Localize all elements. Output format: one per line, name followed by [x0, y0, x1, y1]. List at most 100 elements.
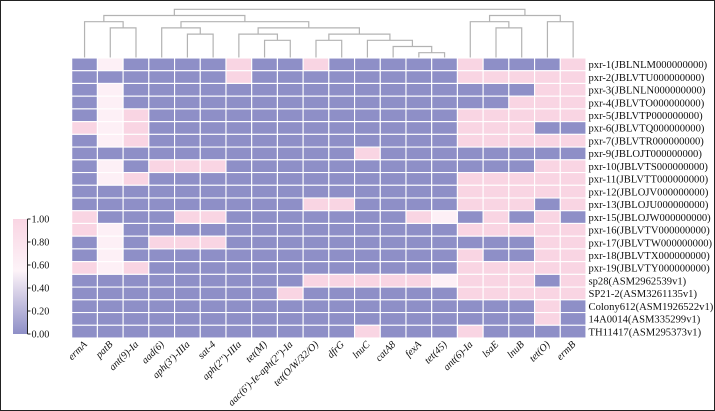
dendrogram-branch — [83, 21, 124, 58]
heatmap-cell — [302, 273, 330, 288]
dendrogram-branch — [180, 21, 310, 28]
column-label: sat-4 — [196, 339, 218, 361]
heatmap-cell — [534, 222, 561, 237]
heatmap-cell — [328, 248, 356, 263]
heatmap-cell — [148, 108, 176, 123]
heatmap-cell — [559, 286, 587, 301]
heatmap-cell — [225, 121, 253, 135]
heatmap-cell — [199, 248, 227, 263]
heatmap-cell — [199, 311, 227, 326]
heatmap-cell — [71, 159, 98, 174]
heatmap-cell — [148, 82, 176, 97]
heatmap-cell — [431, 146, 458, 161]
heatmap-cell — [174, 57, 201, 72]
heatmap-cell — [431, 261, 458, 275]
heatmap-cell — [148, 172, 176, 186]
heatmap-cell — [96, 133, 124, 148]
heatmap-cell — [225, 70, 253, 85]
heatmap-cell — [199, 324, 227, 339]
heatmap-cell — [508, 121, 536, 135]
heatmap-cell — [379, 133, 407, 148]
heatmap-cell — [122, 286, 150, 301]
heatmap-cell — [354, 57, 381, 72]
heatmap-cell — [379, 108, 407, 123]
heatmap-cell — [71, 248, 98, 263]
heatmap-cell — [456, 222, 484, 237]
column-label: lnuB — [505, 339, 526, 360]
heatmap-cell — [559, 235, 587, 250]
heatmap-cell — [276, 108, 304, 123]
heatmap-cell — [328, 184, 356, 199]
heatmap-cell — [174, 210, 201, 225]
heatmap-cell — [431, 197, 458, 212]
heatmap-cell — [534, 299, 561, 314]
heatmap-cell — [251, 222, 278, 237]
heatmap-cell — [199, 146, 227, 161]
heatmap-cell — [328, 324, 356, 339]
heatmap-cell — [251, 235, 278, 250]
column-dendrogram — [83, 8, 574, 58]
dendrogram-branch — [366, 39, 414, 58]
heatmap-cell — [482, 273, 510, 288]
heatmap-cell — [405, 121, 433, 135]
heatmap-cell — [559, 261, 587, 275]
column-label: tet(O) — [528, 339, 553, 364]
heatmap-cell — [276, 248, 304, 263]
dendrogram-branch — [469, 21, 510, 58]
heatmap-cell — [405, 311, 433, 326]
heatmap-cell — [96, 286, 124, 301]
heatmap-cell — [379, 82, 407, 97]
heatmap-cell — [559, 197, 587, 212]
heatmap-cell — [174, 146, 201, 161]
colorbar-tick-label: 0.40 — [32, 284, 50, 295]
heatmap-cell — [199, 70, 227, 85]
heatmap-cell — [148, 222, 176, 237]
heatmap-cell — [354, 133, 381, 148]
heatmap-cell — [71, 222, 98, 237]
heatmap-cell — [431, 70, 458, 85]
row-label: pxr-13(JBLOJU000000000) — [589, 200, 709, 211]
heatmap-cell — [379, 70, 407, 85]
heatmap-cell — [122, 299, 150, 314]
heatmap-cell — [225, 273, 253, 288]
heatmap-cell — [559, 57, 587, 72]
heatmap-cell — [559, 108, 587, 123]
heatmap-cell — [122, 235, 150, 250]
heatmap-cell — [559, 248, 587, 263]
row-label: SP21-2(ASM3261135v1) — [589, 289, 698, 300]
heatmap-cell — [71, 273, 98, 288]
heatmap-cell — [328, 235, 356, 250]
heatmap-cell — [354, 70, 381, 85]
heatmap-cell — [534, 108, 561, 123]
column-label: patB — [93, 339, 115, 361]
heatmap-cell — [199, 299, 227, 314]
heatmap-cell — [71, 197, 98, 212]
column-label: ermA — [66, 339, 90, 363]
heatmap-cell — [379, 261, 407, 275]
heatmap-cell — [71, 184, 98, 199]
heatmap-cell — [379, 159, 407, 174]
heatmap-cell — [431, 299, 458, 314]
heatmap-cell — [148, 273, 176, 288]
heatmap-cell — [431, 273, 458, 288]
heatmap-cell — [251, 133, 278, 148]
column-label: dfrG — [325, 339, 347, 361]
heatmap-cell — [379, 197, 407, 212]
heatmap-cell — [199, 184, 227, 199]
heatmap-cell — [174, 95, 201, 110]
heatmap-cell — [354, 146, 381, 161]
heatmap-cell — [559, 311, 587, 326]
heatmap-cell — [431, 133, 458, 148]
heatmap-cell — [148, 197, 176, 212]
heatmap-cell — [456, 311, 484, 326]
row-label: pxr-9(JBLOJT000000000) — [589, 149, 703, 160]
heatmap-cell — [508, 57, 536, 72]
heatmap-cell — [122, 248, 150, 263]
heatmap-cell — [148, 121, 176, 135]
heatmap-cell — [534, 273, 561, 288]
heatmap-cell — [174, 286, 201, 301]
heatmap-cell — [276, 95, 304, 110]
heatmap-cell — [276, 159, 304, 174]
heatmap-cell — [456, 121, 484, 135]
